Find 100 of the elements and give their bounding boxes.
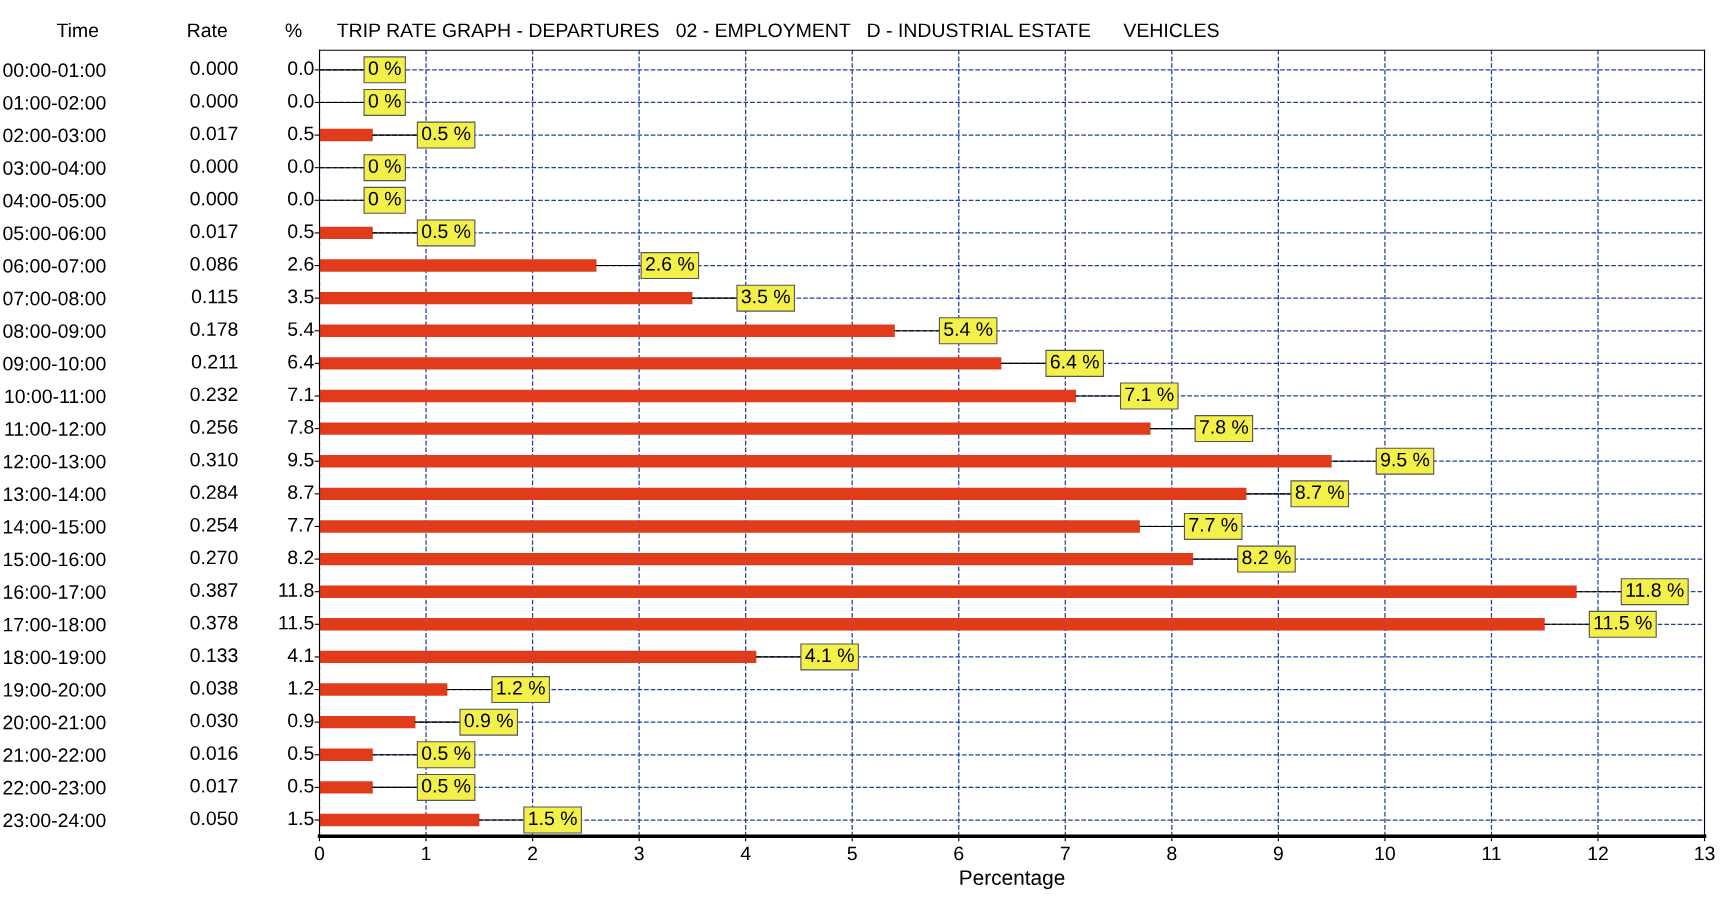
bar [319, 813, 480, 827]
text: 0.030 [190, 713, 238, 728]
text: 0.017 [190, 778, 238, 793]
y-tick-label: 09:00-10:00 [3, 356, 106, 371]
text: 0.5 [288, 224, 314, 239]
y-tick-label: 01:00-02:00 [3, 95, 106, 110]
text: 0.5 [288, 778, 314, 793]
y-tick-label: 15:00-16:00 [4, 552, 106, 567]
text: 0.9 [288, 713, 314, 728]
data-label: 0.9 % [464, 713, 513, 728]
y-tick-label: 19:00-20:00 [4, 683, 106, 697]
text: 7.7 [288, 518, 314, 532]
bar [319, 357, 1002, 370]
y-tick-label: 11:00-12:00 [5, 422, 106, 436]
data-label: 5.4 % [944, 322, 993, 336]
bar [319, 324, 895, 337]
x-tick-label: 11 [1482, 846, 1501, 861]
bar [319, 585, 1577, 598]
bar [319, 683, 448, 696]
x-tick-label: 13 [1695, 846, 1715, 861]
y-tick-label: 23:00-24:00 [3, 813, 106, 828]
text: 0.310 [190, 452, 238, 467]
bar [319, 520, 1140, 533]
text: 0.284 [190, 485, 238, 500]
data-label: 0.5 % [422, 224, 471, 239]
bar [319, 618, 1545, 631]
text: 8.7 [288, 485, 314, 500]
y-tick-label: 13:00-14:00 [4, 487, 106, 502]
data-label: 7.1 % [1125, 387, 1174, 402]
text: 0.211 [191, 354, 238, 369]
text: 8.2 [288, 550, 314, 565]
y-tick-label: 21:00-22:00 [3, 748, 106, 763]
data-label: 8.2 % [1242, 550, 1291, 565]
text: Rate [188, 23, 227, 38]
text: 0.115 [191, 289, 238, 304]
data-label: 4.1 % [805, 648, 854, 663]
text: 0.378 [190, 615, 238, 630]
data-label: 0 % [368, 93, 401, 108]
y-tick-label: 02:00-03:00 [3, 128, 106, 143]
bar [319, 781, 373, 794]
y-tick-label: 20:00-21:00 [3, 715, 106, 730]
text: 3.5 [288, 289, 314, 304]
x-tick-label: 0 [314, 846, 325, 861]
x-tick-label: 1 [422, 846, 431, 861]
text: 0.387 [190, 583, 238, 597]
bar [319, 226, 373, 240]
bar [319, 748, 373, 761]
x-tick-label: 8 [1167, 846, 1177, 861]
x-tick-label: 9 [1273, 846, 1283, 861]
x-tick-label: 10 [1375, 846, 1395, 861]
text: 0.000 [190, 159, 238, 173]
y-tick-label: 14:00-15:00 [4, 519, 106, 534]
text: 0.017 [190, 224, 238, 239]
data-label: 7.7 % [1189, 518, 1238, 532]
text: 0.038 [190, 680, 238, 695]
text: 0.000 [190, 93, 238, 108]
data-label: 11.5 % [1594, 615, 1652, 630]
text: Time [56, 22, 99, 38]
data-label: 0 % [368, 61, 401, 76]
data-label: 6.4 % [1050, 354, 1099, 369]
text: 0.016 [190, 746, 238, 760]
data-label: 8.7 % [1295, 485, 1344, 500]
bar [319, 487, 1247, 501]
data-label: 3.5 % [741, 289, 790, 304]
text: 9.5 [288, 452, 314, 467]
x-tick-label: 5 [847, 846, 857, 861]
data-label: 11.8 % [1626, 583, 1684, 597]
data-label: 1.5 % [529, 811, 577, 826]
y-tick-label: 16:00-17:00 [4, 585, 106, 599]
chart-title: TRIP RATE GRAPH - DEPARTURES 02 - EMPLOYMENT D - INDUSTRIAL ESTATE VEHICLES [337, 23, 1219, 38]
data-label: 0.5 % [422, 126, 471, 141]
text: 6.4 [288, 354, 314, 369]
text: 0.0 [288, 61, 314, 76]
bar [319, 422, 1151, 435]
text: 5.4 [288, 322, 314, 336]
text: 0.000 [190, 191, 238, 206]
text: 0.232 [190, 387, 238, 402]
data-label: 1.2 % [497, 680, 545, 695]
data-label: 0.5 % [422, 746, 471, 760]
y-tick-label: 12:00-13:00 [4, 454, 106, 469]
text: 0.017 [190, 126, 238, 141]
bar [319, 389, 1076, 403]
y-tick-label: 06:00-07:00 [3, 259, 106, 273]
y-tick-label: 18:00-19:00 [4, 650, 106, 665]
data-label: 7.8 % [1200, 420, 1249, 434]
y-tick-label: 22:00-23:00 [3, 780, 106, 795]
y-tick-label: 04:00-05:00 [3, 193, 106, 208]
text: % [285, 23, 302, 38]
x-tick-label: 4 [740, 846, 751, 861]
x-tick-label: 7 [1060, 846, 1070, 861]
y-tick-label: 10:00-11:00 [5, 389, 106, 404]
bar [319, 455, 1332, 468]
text: 0.050 [190, 811, 238, 826]
text: 0.0 [288, 159, 314, 173]
y-tick-label: 03:00-04:00 [3, 161, 106, 175]
bar [319, 128, 373, 142]
text: 0.086 [190, 256, 238, 271]
x-tick-label: 12 [1588, 846, 1608, 861]
text: 0.0 [288, 93, 314, 108]
text: 7.8 [288, 420, 314, 434]
